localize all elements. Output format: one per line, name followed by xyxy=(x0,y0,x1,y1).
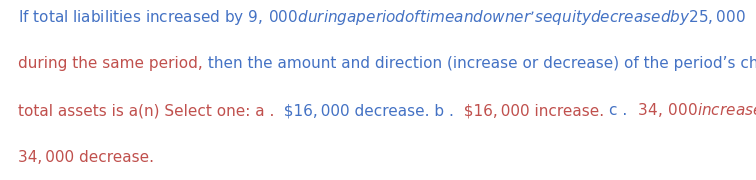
Text: during the same period,: during the same period, xyxy=(18,56,203,71)
Text: $16, 000 increase.: $16, 000 increase. xyxy=(454,103,609,118)
Text: then the amount and direction (increase or decrease) of the period’s change in: then the amount and direction (increase … xyxy=(203,56,756,71)
Text: $16, 000 decrease. b .: $16, 000 decrease. b . xyxy=(274,103,454,118)
Text: c .: c . xyxy=(609,103,627,118)
Text: If total liabilities increased by $9, 000 during a period of time and owner’s eq: If total liabilities increased by $9, 00… xyxy=(18,8,745,27)
Text: total assets is a(n) Select one: a .: total assets is a(n) Select one: a . xyxy=(18,103,274,118)
Text: $34, 000 increase. d . $: $34, 000 increase. d . $ xyxy=(627,101,756,119)
Text: 34, 000 decrease.: 34, 000 decrease. xyxy=(18,150,154,165)
